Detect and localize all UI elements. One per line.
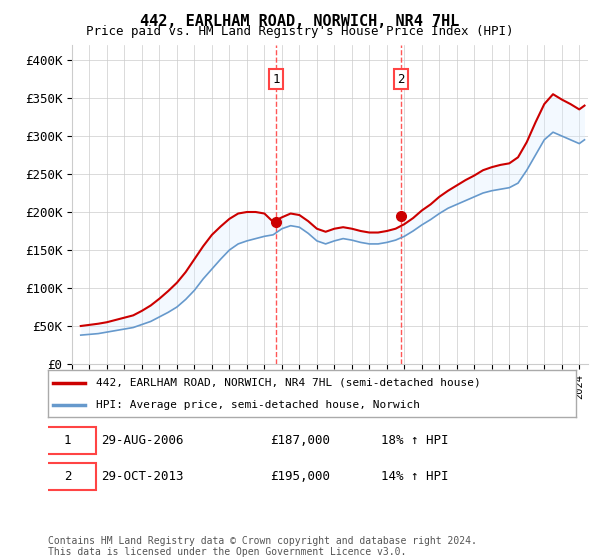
Text: 14% ↑ HPI: 14% ↑ HPI	[380, 470, 448, 483]
Text: 2: 2	[64, 470, 71, 483]
Text: £195,000: £195,000	[270, 470, 330, 483]
Text: 18% ↑ HPI: 18% ↑ HPI	[380, 433, 448, 447]
Text: £187,000: £187,000	[270, 433, 330, 447]
Text: 2: 2	[398, 72, 405, 86]
Text: 442, EARLHAM ROAD, NORWICH, NR4 7HL (semi-detached house): 442, EARLHAM ROAD, NORWICH, NR4 7HL (sem…	[95, 378, 480, 388]
Text: Price paid vs. HM Land Registry's House Price Index (HPI): Price paid vs. HM Land Registry's House …	[86, 25, 514, 38]
Text: HPI: Average price, semi-detached house, Norwich: HPI: Average price, semi-detached house,…	[95, 400, 419, 410]
Text: 29-OCT-2013: 29-OCT-2013	[101, 470, 184, 483]
Text: 29-AUG-2006: 29-AUG-2006	[101, 433, 184, 447]
FancyBboxPatch shape	[40, 463, 95, 490]
Text: 1: 1	[64, 433, 71, 447]
FancyBboxPatch shape	[40, 427, 95, 454]
Text: 1: 1	[272, 72, 280, 86]
Text: Contains HM Land Registry data © Crown copyright and database right 2024.
This d: Contains HM Land Registry data © Crown c…	[48, 535, 477, 557]
Text: 442, EARLHAM ROAD, NORWICH, NR4 7HL: 442, EARLHAM ROAD, NORWICH, NR4 7HL	[140, 14, 460, 29]
